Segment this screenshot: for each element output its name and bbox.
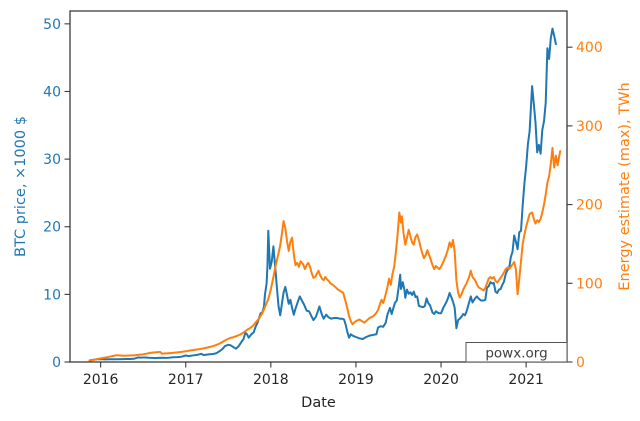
series-line-left <box>88 27 557 362</box>
y-right-tick-label: 400 <box>576 40 603 56</box>
y-left-tick-label: 30 <box>43 152 61 168</box>
left-axis-title: BTC price, ×1000 $ <box>13 116 29 257</box>
right-axis-title: Energy estimate (max), TWh <box>617 82 633 290</box>
y-left-tick-label: 10 <box>43 287 61 303</box>
y-right-tick-label: 300 <box>576 119 603 135</box>
y-right-tick-label: 0 <box>576 355 585 371</box>
watermark: powx.org <box>465 342 568 363</box>
plot-area: 2016 2017 2018 2019 2020 2021 0 10 20 30 40 50 0 100 2… <box>43 10 603 388</box>
y-left-tick-label: 40 <box>43 84 61 100</box>
x-axis-title: Date <box>301 395 336 411</box>
x-tick-label: 2018 <box>253 372 289 388</box>
watermark-text: powx.org <box>485 346 547 362</box>
y-left-tick-label: 20 <box>43 220 61 236</box>
axes-frame <box>69 10 568 363</box>
x-tick-label: 2019 <box>338 372 374 388</box>
y-right-tick-label: 200 <box>576 198 603 214</box>
x-tick-label: 2016 <box>83 372 119 388</box>
y-left-tick-label: 50 <box>43 17 61 33</box>
x-tick-label: 2020 <box>423 372 459 388</box>
series-line-right <box>88 146 562 362</box>
watermark-box <box>465 342 568 363</box>
x-tick-label: 2021 <box>508 372 544 388</box>
x-tick-label: 2017 <box>168 372 204 388</box>
y-left-tick-label: 0 <box>52 355 61 371</box>
y-right-tick-label: 100 <box>576 276 603 292</box>
